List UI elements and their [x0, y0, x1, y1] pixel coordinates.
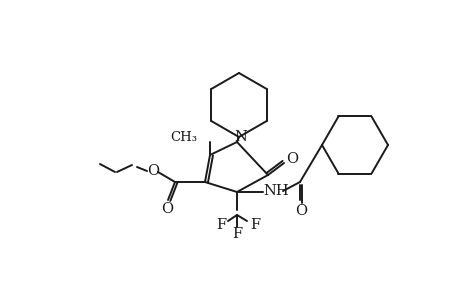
Text: CH₃: CH₃	[170, 130, 196, 143]
Text: O: O	[146, 164, 159, 178]
Text: O: O	[161, 202, 173, 216]
Text: F: F	[215, 218, 225, 232]
Text: O: O	[285, 152, 297, 166]
Text: NH: NH	[263, 184, 288, 198]
Text: F: F	[249, 218, 259, 232]
Text: F: F	[231, 227, 241, 241]
Text: O: O	[294, 204, 307, 218]
Text: N: N	[234, 130, 247, 144]
